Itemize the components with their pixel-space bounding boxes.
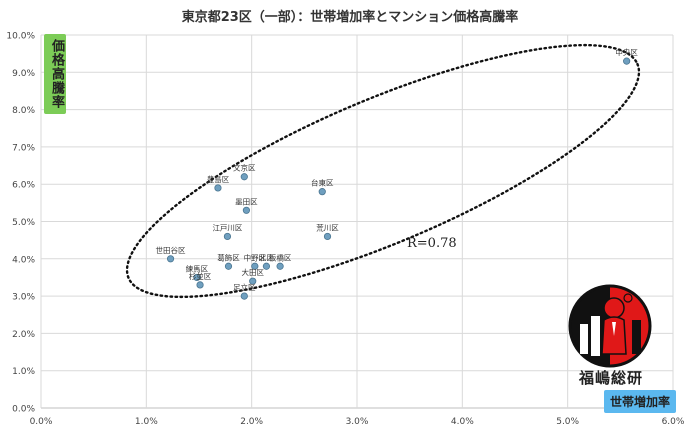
y-tick-label: 7.0% (12, 143, 35, 153)
point-label: 江戸川区 (212, 223, 242, 232)
company-logo (568, 284, 652, 368)
data-point (240, 292, 248, 300)
data-point (224, 262, 233, 270)
correlation-ellipse (125, 43, 641, 299)
data-point (166, 255, 175, 263)
data-point (214, 184, 222, 192)
y-tick-labels: 0.0% 1.0% 2.0% 3.0% 4.0% 5.0% 6.0% 7.0% 8.0% 9.0%… (6, 32, 35, 415)
y-axis-label: 価格高騰率 (44, 34, 66, 114)
data-point (249, 277, 257, 285)
y-tick-label: 4.0% (12, 255, 35, 265)
data-point (623, 57, 631, 65)
data-point (223, 232, 232, 241)
data-point (251, 262, 259, 270)
data-point (242, 206, 250, 214)
point-label: 文京区 (233, 163, 256, 173)
point-label: 大田区 (241, 267, 264, 277)
x-axis-label: 世帯増加率 (604, 390, 677, 413)
x-tick-label: 4.0% (451, 417, 474, 427)
data-point (323, 232, 332, 241)
point-label: 板橋区 (269, 252, 292, 262)
point-label: 葛飾区 (217, 252, 240, 262)
data-point (193, 273, 201, 282)
y-tick-label: 0.0% (12, 405, 35, 415)
x-tick-label: 3.0% (346, 417, 369, 427)
y-tick-label: 2.0% (12, 330, 35, 340)
point-label: 中央区 (615, 47, 638, 57)
x-tick-labels: 0.0% 1.0% 2.0% 3.0% 4.0% 5.0% 6.0% (30, 417, 685, 427)
data-point (318, 188, 326, 196)
brand-name: 福嶋総研 (578, 369, 643, 387)
data-point (196, 281, 204, 289)
point-label: 練馬区 (186, 263, 209, 273)
y-tick-label: 5.0% (12, 218, 35, 228)
y-tick-label: 6.0% (12, 181, 35, 191)
point-label: 墨田区 (235, 197, 258, 206)
point-label: 足立区 (233, 282, 256, 292)
point-label: 中野区 (244, 252, 267, 262)
data-point (240, 173, 248, 181)
point-label: 北区 (259, 253, 274, 262)
point-label: 豊島区 (207, 174, 230, 184)
point-label: 荒川区 (316, 222, 339, 232)
x-tick-label: 6.0% (662, 417, 685, 427)
x-tick-label: 2.0% (240, 417, 263, 427)
point-label: 杉並区 (189, 271, 212, 281)
x-tick-label: 5.0% (556, 417, 579, 427)
y-tick-label: 1.0% (12, 367, 35, 377)
correlation-annotation: R=0.78 (407, 236, 457, 251)
data-point (262, 262, 271, 270)
y-tick-label: 8.0% (12, 106, 35, 116)
chart-title: 東京都23区（一部）：世帯増加率とマンション価格高騰率 (181, 10, 519, 25)
y-tick-label: 9.0% (12, 69, 35, 79)
y-tick-label: 3.0% (12, 293, 35, 303)
grid-lines (40, 34, 674, 409)
y-tick-label: 10.0% (6, 32, 35, 42)
point-label: 台東区 (311, 178, 334, 188)
data-point (276, 262, 284, 270)
x-tick-label: 1.0% (135, 417, 158, 427)
x-tick-label: 0.0% (30, 417, 53, 427)
point-label: 世田谷区 (156, 245, 186, 255)
